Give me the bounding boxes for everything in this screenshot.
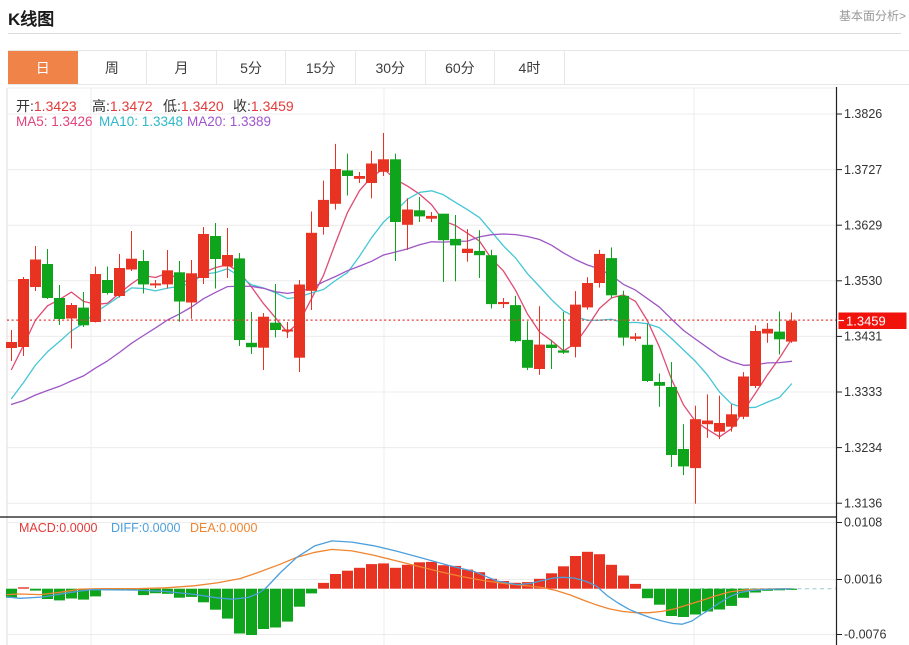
svg-text:1.3530: 1.3530 xyxy=(844,274,882,288)
svg-text:1.3629: 1.3629 xyxy=(844,218,882,232)
svg-text:0.0108: 0.0108 xyxy=(844,516,882,530)
svg-text:1.3826: 1.3826 xyxy=(844,107,882,121)
svg-text:1.3136: 1.3136 xyxy=(844,496,882,510)
svg-text:1.3459: 1.3459 xyxy=(846,313,886,328)
svg-text:1.3727: 1.3727 xyxy=(844,163,882,177)
svg-text:-0.0076: -0.0076 xyxy=(844,628,886,642)
svg-text:0.0016: 0.0016 xyxy=(844,573,882,587)
svg-text:1.3333: 1.3333 xyxy=(844,385,882,399)
svg-text:1.3234: 1.3234 xyxy=(844,441,882,455)
svg-text:1.3431: 1.3431 xyxy=(844,330,882,344)
